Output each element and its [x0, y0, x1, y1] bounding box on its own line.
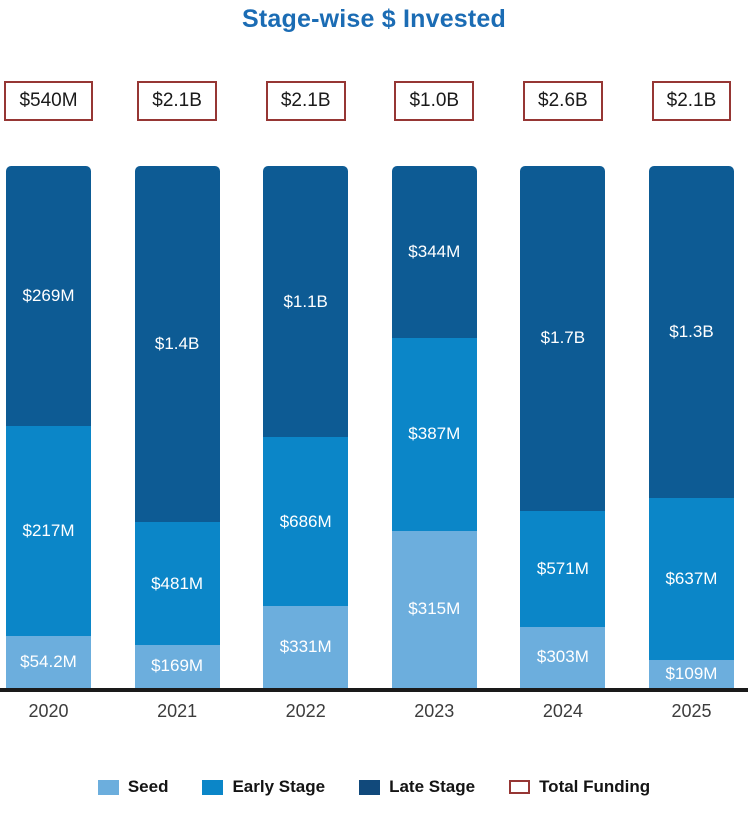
- early-stage-segment: $637M: [648, 497, 734, 661]
- late-stage-segment: $1.1B: [263, 166, 349, 438]
- seed-segment: $54.2M: [6, 635, 91, 688]
- late-stage-segment: $344M: [391, 166, 477, 338]
- legend-label: Seed: [127, 777, 169, 796]
- total-funding-box: $2.6B: [523, 81, 603, 121]
- total-funding-value: $2.1B: [280, 90, 331, 111]
- total-funding-box: $2.1B: [265, 81, 346, 121]
- chart-title: Stage-wise $ Invested: [241, 5, 507, 33]
- segment-value-label: $269M: [22, 285, 75, 305]
- early-stage-segment: $387M: [391, 337, 477, 531]
- legend-swatch-icon: [202, 779, 224, 795]
- x-axis-label: 2023: [414, 701, 455, 721]
- x-axis-label: 2020: [28, 701, 69, 721]
- segment-value-label: $481M: [151, 573, 204, 593]
- seed-segment: $109M: [648, 660, 734, 688]
- segment-value-label: $1.4B: [154, 334, 200, 354]
- total-funding-value: $2.6B: [538, 90, 588, 111]
- x-axis-label: 2025: [671, 701, 712, 721]
- segment-value-label: $1.3B: [669, 321, 714, 341]
- early-stage-segment: $686M: [263, 437, 349, 607]
- early-stage-segment: $571M: [520, 510, 606, 627]
- segment-value-label: $1.1B: [283, 291, 328, 311]
- legend-swatch-icon: [509, 780, 531, 794]
- legend: Seed Early Stage Late Stage Total Funding: [0, 774, 748, 800]
- total-funding-box: $540M: [4, 81, 93, 121]
- legend-item-late-stage: Late Stage: [359, 777, 475, 797]
- segment-value-label: $571M: [536, 558, 589, 578]
- total-funding-box: $2.1B: [137, 81, 217, 121]
- stacked-bar: $1.1B $686M $331M: [263, 166, 349, 688]
- x-axis-label: 2024: [542, 701, 583, 721]
- segment-value-label: $54.2M: [20, 651, 77, 671]
- legend-swatch-icon: [97, 779, 119, 795]
- legend-label: Early Stage: [232, 777, 326, 796]
- bar-column-2025: $2.1B $1.3B $637M $109M 2025: [648, 81, 734, 722]
- late-stage-segment: $1.4B: [134, 166, 220, 523]
- x-axis-label: 2022: [285, 701, 326, 721]
- seed-segment: $303M: [520, 626, 606, 688]
- legend-label: Late Stage: [389, 777, 476, 796]
- total-funding-value: $2.1B: [152, 90, 202, 111]
- total-funding-box: $2.1B: [651, 81, 732, 121]
- stacked-bar: $1.7B $571M $303M: [520, 166, 606, 688]
- segment-value-label: $315M: [408, 599, 461, 619]
- segment-value-label: $109M: [665, 664, 718, 684]
- x-axis-line: [0, 688, 748, 692]
- late-stage-segment: $269M: [6, 166, 91, 426]
- total-funding-value: $540M: [19, 90, 78, 111]
- legend-item-early-stage: Early Stage: [202, 777, 325, 797]
- early-stage-segment: $217M: [6, 425, 91, 636]
- seed-segment: $169M: [134, 644, 220, 688]
- bar-column-2024: $2.6B $1.7B $571M $303M 2024: [520, 81, 606, 722]
- segment-value-label: $686M: [279, 511, 332, 531]
- legend-item-seed: Seed: [97, 777, 169, 797]
- plot-area: $540M $269M $217M $54.2M 2020 $2.1B $1.4B $481M…: [4, 81, 734, 722]
- late-stage-segment: $1.3B: [648, 166, 734, 498]
- segment-value-label: $1.7B: [540, 328, 586, 348]
- legend-item-total-funding: Total Funding: [509, 777, 650, 797]
- stacked-bar: $1.4B $481M $169M: [134, 166, 220, 688]
- segment-value-label: $344M: [408, 241, 461, 261]
- bar-column-2023: $1.0B $344M $387M $315M 2023: [391, 81, 477, 722]
- x-axis-label: 2021: [157, 701, 198, 721]
- stacked-bar: $1.3B $637M $109M: [648, 166, 734, 688]
- segment-value-label: $331M: [279, 637, 332, 657]
- segment-value-label: $637M: [665, 568, 718, 588]
- early-stage-segment: $481M: [134, 522, 220, 645]
- total-funding-value: $2.1B: [666, 90, 717, 111]
- seed-segment: $331M: [263, 606, 349, 688]
- segment-value-label: $303M: [536, 647, 589, 667]
- seed-segment: $315M: [391, 530, 477, 688]
- segment-value-label: $217M: [22, 520, 75, 540]
- stacked-bar: $269M $217M $54.2M: [6, 166, 91, 688]
- late-stage-segment: $1.7B: [520, 166, 606, 511]
- segment-value-label: $169M: [151, 656, 204, 676]
- legend-swatch-icon: [359, 779, 381, 795]
- bar-column-2020: $540M $269M $217M $54.2M 2020: [4, 81, 93, 722]
- bar-column-2021: $2.1B $1.4B $481M $169M 2021: [134, 81, 220, 722]
- total-funding-box: $1.0B: [394, 81, 475, 121]
- stacked-bar: $344M $387M $315M: [391, 166, 477, 688]
- legend-label: Total Funding: [539, 777, 651, 796]
- total-funding-value: $1.0B: [409, 90, 460, 111]
- segment-value-label: $387M: [408, 424, 461, 444]
- bar-column-2022: $2.1B $1.1B $686M $331M 2022: [263, 81, 349, 722]
